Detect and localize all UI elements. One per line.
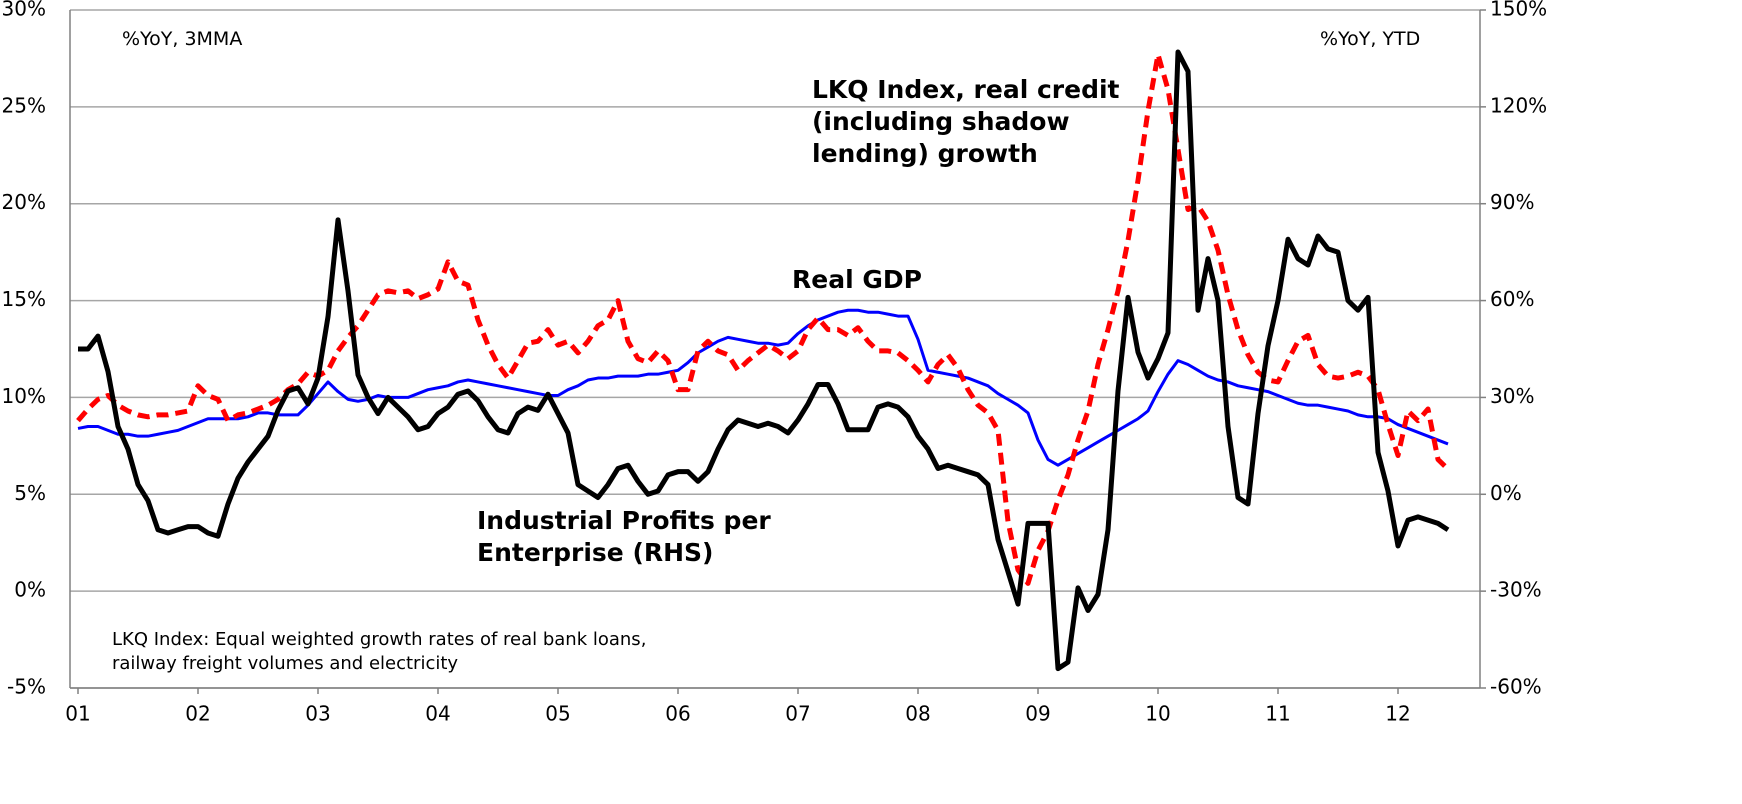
y-tick-label: 0% (14, 578, 46, 602)
series-label: Industrial Profits per Enterprise (RHS) (477, 506, 771, 567)
y-tick-label: -5% (7, 675, 46, 699)
y2-tick-label: 0% (1490, 481, 1522, 505)
x-tick-label: 04 (425, 702, 450, 726)
x-tick-label: 10 (1145, 702, 1170, 726)
y-tick-label: 20% (2, 190, 46, 214)
y2-tick-label: 60% (1490, 287, 1534, 311)
y2-tick-label: -60% (1490, 675, 1542, 699)
x-tick-label: 09 (1025, 702, 1050, 726)
left-unit: %YoY, 3MMA (122, 28, 243, 50)
series-label: LKQ Index, real credit (including shadow… (812, 75, 1120, 168)
x-tick-label: 01 (65, 702, 90, 726)
x-tick-label: 02 (185, 702, 210, 726)
y-tick-label: 25% (2, 93, 46, 117)
x-tick-label: 07 (785, 702, 810, 726)
y2-tick-label: 90% (1490, 190, 1534, 214)
y-tick-label: 10% (2, 384, 46, 408)
y-tick-label: 5% (14, 481, 46, 505)
x-tick-label: 06 (665, 702, 690, 726)
right-unit: %YoY, YTD (1320, 28, 1421, 50)
x-tick-label: 03 (305, 702, 330, 726)
y2-tick-label: 150% (1490, 0, 1547, 21)
x-tick-label: 05 (545, 702, 570, 726)
x-tick-label: 08 (905, 702, 930, 726)
y-tick-label: 15% (2, 287, 46, 311)
x-tick-label: 12 (1385, 702, 1410, 726)
series-line (78, 49, 1450, 672)
y2-tick-label: 120% (1490, 93, 1547, 117)
series-line (76, 52, 1450, 586)
y-tick-label: 30% (2, 0, 46, 21)
y2-tick-label: -30% (1490, 578, 1542, 602)
x-tick-label: 11 (1265, 702, 1290, 726)
y2-tick-label: 30% (1490, 384, 1534, 408)
footnote: LKQ Index: Equal weighted growth rates o… (112, 629, 647, 674)
series-line (77, 308, 1449, 467)
series-label: Real GDP (792, 265, 922, 294)
